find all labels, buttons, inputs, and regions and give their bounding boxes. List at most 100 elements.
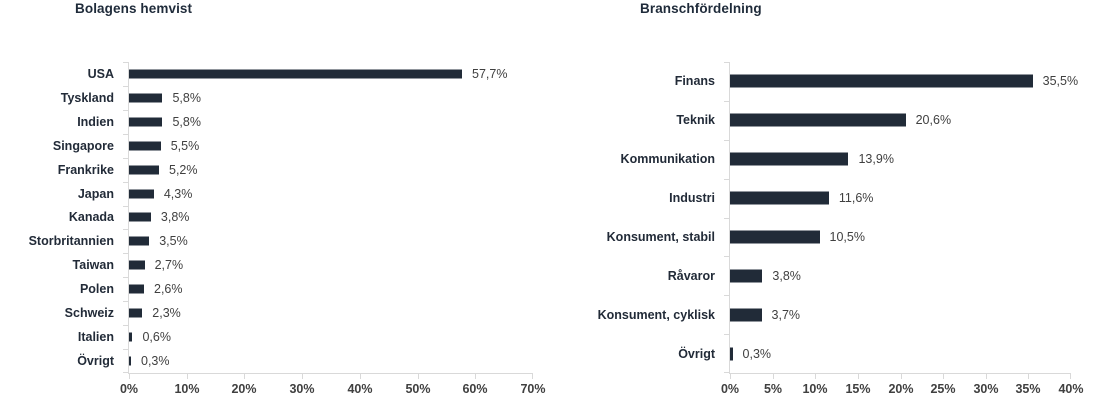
chart-row: Tyskland 5,8% bbox=[61, 86, 533, 110]
chart-branschfordelning: Branschfördelning Finans 35,5% Teknik 20,6%… bbox=[550, 0, 1100, 409]
y-axis-tick bbox=[724, 62, 730, 63]
chart-row: Taiwan 2,7% bbox=[73, 253, 533, 277]
x-axis-tick bbox=[418, 374, 419, 379]
y-axis-tick bbox=[123, 206, 129, 207]
bar bbox=[730, 191, 829, 205]
plot-area: Finans 35,5% Teknik 20,6% Kommunikation 13,9%… bbox=[598, 62, 1084, 396]
x-axis-tick bbox=[773, 374, 774, 379]
chart-row: Polen 2,6% bbox=[80, 277, 533, 301]
category-label: Finans bbox=[674, 74, 715, 89]
x-axis-tick-label: 35% bbox=[1015, 382, 1041, 396]
chart-row: Storbritannien 3,5% bbox=[29, 229, 533, 253]
value-label: 0,6% bbox=[142, 330, 171, 345]
x-axis-tick bbox=[360, 374, 361, 379]
value-label: 5,8% bbox=[172, 90, 201, 105]
x-axis-tick bbox=[1028, 374, 1029, 379]
x-axis-tick bbox=[532, 374, 533, 379]
bar bbox=[129, 332, 133, 342]
category-label: Taiwan bbox=[72, 258, 114, 273]
bar bbox=[129, 189, 154, 199]
y-axis-tick bbox=[123, 372, 129, 373]
category-label: USA bbox=[87, 66, 114, 81]
plot-area: USA 57,7% Tyskland 5,8% Indien 5,8% Singapore 5… bbox=[29, 62, 546, 396]
y-axis-tick bbox=[123, 229, 129, 230]
x-axis-tick-label: 20% bbox=[231, 382, 257, 396]
y-axis-tick bbox=[123, 134, 129, 135]
x-axis-tick-label: 70% bbox=[520, 382, 546, 396]
chart-row: Singapore 5,5% bbox=[53, 134, 533, 158]
value-label: 20,6% bbox=[915, 113, 952, 128]
category-label: Övrigt bbox=[678, 346, 715, 361]
category-label: Schweiz bbox=[64, 306, 114, 321]
x-axis-tick bbox=[943, 374, 944, 379]
bar bbox=[129, 165, 159, 175]
category-label: Polen bbox=[79, 282, 114, 297]
bar bbox=[730, 347, 733, 361]
value-label: 2,7% bbox=[154, 258, 184, 273]
category-label: Övrigt bbox=[77, 354, 114, 369]
bar bbox=[730, 308, 762, 322]
chart-row: Schweiz 2,3% bbox=[65, 301, 533, 325]
y-axis-tick bbox=[123, 253, 129, 254]
value-label: 2,3% bbox=[152, 306, 181, 321]
y-axis-tick bbox=[724, 256, 730, 257]
value-label: 3,8% bbox=[160, 210, 190, 225]
bar bbox=[129, 69, 462, 79]
y-axis-tick bbox=[724, 179, 730, 180]
bar bbox=[730, 269, 763, 283]
value-label: 5,8% bbox=[172, 114, 201, 129]
chart-bolagens-hemvist: Bolagens hemvist USA 57,7% Tyskland 5,8% Ind… bbox=[29, 1, 546, 396]
category-label: Singapore bbox=[52, 138, 114, 153]
x-axis-tick-label: 40% bbox=[347, 382, 373, 396]
bar bbox=[129, 308, 143, 318]
value-label: 57,7% bbox=[472, 66, 508, 81]
category-label: Råvaror bbox=[667, 268, 715, 283]
value-label: 10,5% bbox=[829, 229, 865, 244]
y-axis-tick bbox=[123, 158, 129, 159]
bar bbox=[730, 152, 849, 166]
category-label: Frankrike bbox=[57, 162, 114, 177]
x-axis-tick-label: 60% bbox=[462, 382, 488, 396]
x-axis-tick-label: 30% bbox=[973, 382, 999, 396]
chart-row: Japan 4,3% bbox=[78, 182, 533, 206]
chart-row: Konsument, cyklisk 3,7% bbox=[598, 295, 1071, 334]
x-axis-tick bbox=[244, 374, 245, 379]
category-label: Kanada bbox=[68, 210, 114, 225]
x-axis-tick bbox=[858, 374, 859, 379]
chart-title: Branschfördelning bbox=[640, 1, 762, 16]
chart-row: Övrigt 0,3% bbox=[77, 349, 533, 373]
x-axis-tick bbox=[815, 374, 816, 379]
x-axis-tick-label: 20% bbox=[888, 382, 914, 396]
y-axis-tick bbox=[724, 140, 730, 141]
x-axis-tick-label: 25% bbox=[930, 382, 956, 396]
category-label: Industri bbox=[669, 191, 715, 206]
x-axis-tick bbox=[901, 374, 902, 379]
bar bbox=[730, 74, 1033, 88]
category-label: Teknik bbox=[676, 113, 715, 128]
value-label: 0,3% bbox=[141, 354, 170, 369]
x-axis-tick-label: 30% bbox=[289, 382, 315, 396]
x-axis-tick-label: 15% bbox=[845, 382, 871, 396]
chart-row: Finans 35,5% bbox=[675, 62, 1078, 101]
value-label: 3,8% bbox=[772, 268, 801, 283]
chart-row: Frankrike 5,2% bbox=[58, 158, 533, 182]
value-label: 5,5% bbox=[170, 138, 200, 153]
chart-row: Indien 5,8% bbox=[77, 110, 533, 134]
y-axis-tick bbox=[724, 372, 730, 373]
category-label: Tyskland bbox=[60, 90, 114, 105]
category-label: Konsument, stabil bbox=[606, 229, 715, 244]
value-label: 13,9% bbox=[858, 152, 894, 167]
category-label: Japan bbox=[77, 186, 114, 201]
chart-row: Kanada 3,8% bbox=[69, 206, 533, 230]
x-axis-tick-label: 40% bbox=[1058, 382, 1084, 396]
y-axis-tick bbox=[724, 334, 730, 335]
category-label: Konsument, cyklisk bbox=[597, 307, 715, 322]
value-label: 0,3% bbox=[742, 346, 772, 361]
x-axis-tick bbox=[986, 374, 987, 379]
category-label: Storbritannien bbox=[28, 234, 114, 249]
x-axis-tick-label: 50% bbox=[405, 382, 431, 396]
category-label: Indien bbox=[77, 114, 114, 129]
x-axis-tick-label: 0% bbox=[119, 382, 139, 396]
category-label: Kommunikation bbox=[620, 152, 715, 167]
x-axis-tick bbox=[475, 374, 476, 379]
